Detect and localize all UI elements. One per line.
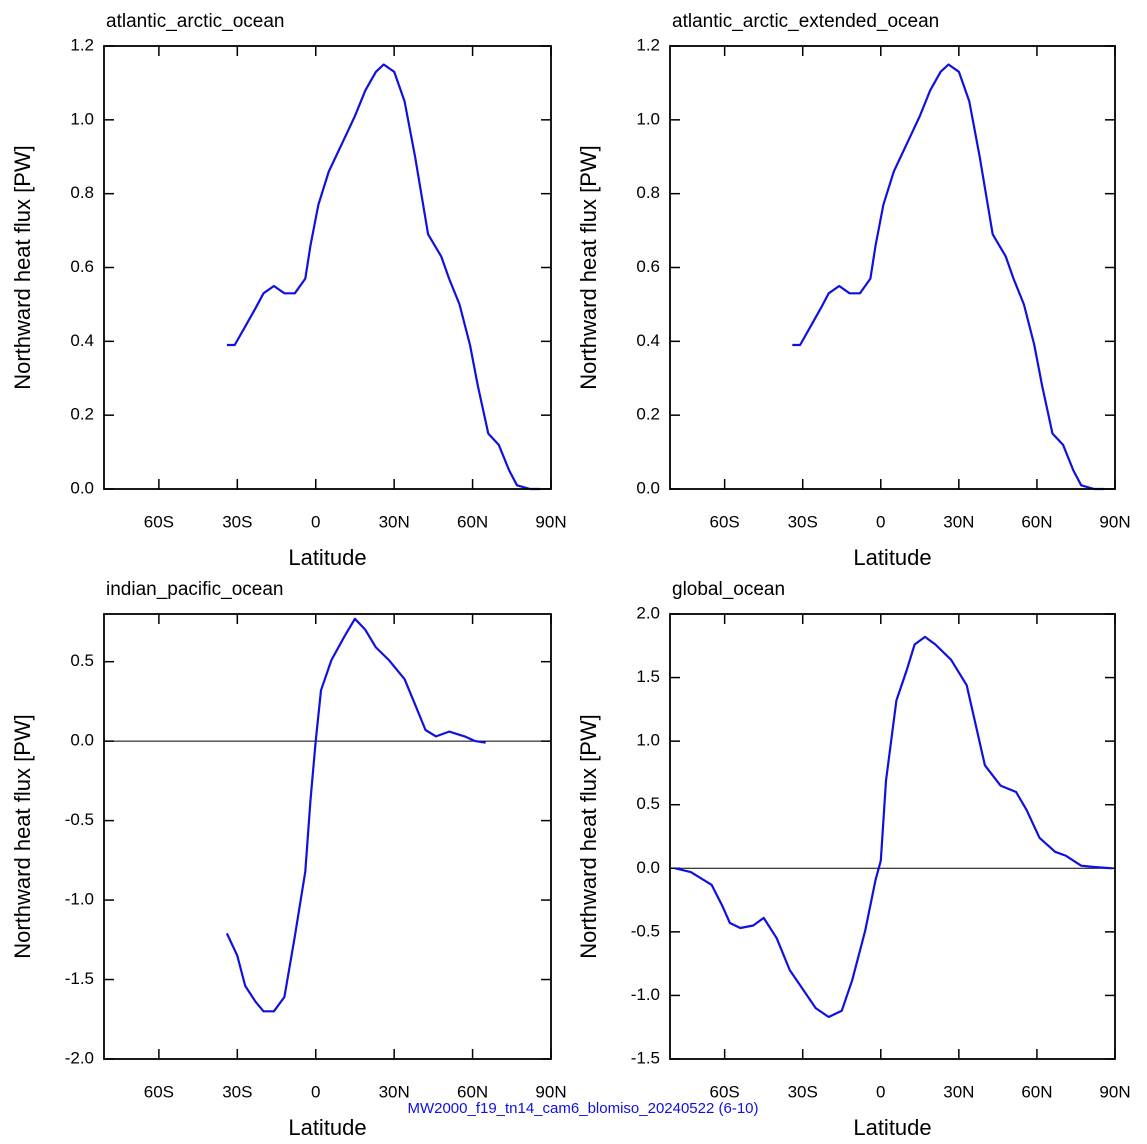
plot-frame <box>103 613 552 1060</box>
x-axis-label: Latitude <box>853 1115 931 1140</box>
y-tick-label: 0.6 <box>70 257 94 276</box>
x-tick-label: 60S <box>144 1082 174 1101</box>
y-tick-label: 0.4 <box>70 331 94 350</box>
x-tick-label: 0 <box>311 1082 320 1101</box>
x-tick-label: 30S <box>222 512 252 531</box>
y-tick-label: -0.5 <box>631 921 660 940</box>
x-tick-label: 60N <box>1021 1082 1052 1101</box>
y-tick-label: -1.5 <box>65 969 94 988</box>
y-tick-label: 0.0 <box>70 731 94 750</box>
panel-title: global_ocean <box>672 579 785 600</box>
y-tick-label: 0.0 <box>636 478 660 497</box>
y-tick-label: 0.2 <box>636 405 660 424</box>
y-tick-label: 1.2 <box>70 35 94 54</box>
x-tick-label: 0 <box>876 512 885 531</box>
y-axis-label: Northward heat flux [PW] <box>10 145 35 390</box>
x-tick-label: 30N <box>943 512 974 531</box>
x-tick-label: 90N <box>1099 512 1130 531</box>
x-tick-label: 90N <box>535 1082 566 1101</box>
data-line <box>674 635 1113 1019</box>
y-tick-label: 0.4 <box>636 331 660 350</box>
plot-frame <box>669 45 1116 490</box>
plot-frame <box>669 613 1116 1060</box>
x-tick-label: 90N <box>1099 1082 1130 1101</box>
y-tick-label: 0.2 <box>70 405 94 424</box>
x-tick-label: 90N <box>535 512 566 531</box>
y-tick-label: 0.0 <box>70 478 94 497</box>
y-axis-label: Northward heat flux [PW] <box>10 714 35 959</box>
plot-frame <box>103 45 552 490</box>
y-tick-label: -1.0 <box>65 890 94 909</box>
x-tick-label: 30S <box>222 1082 252 1101</box>
y-tick-label: 0.6 <box>636 257 660 276</box>
x-tick-label: 0 <box>311 512 320 531</box>
panel-title: atlantic_arctic_extended_ocean <box>672 11 939 32</box>
x-axis-label: Latitude <box>288 545 366 570</box>
y-tick-label: 1.0 <box>70 109 94 128</box>
data-line <box>225 617 486 1013</box>
x-tick-label: 60S <box>144 512 174 531</box>
x-tick-label: 60N <box>457 512 488 531</box>
y-tick-label: 1.2 <box>636 35 660 54</box>
y-axis-label: Northward heat flux [PW] <box>576 145 601 390</box>
y-tick-label: -1.5 <box>631 1048 660 1067</box>
x-tick-label: 60S <box>710 1082 740 1101</box>
x-tick-label: 60N <box>457 1082 488 1101</box>
data-line <box>792 63 1105 491</box>
x-tick-label: 30S <box>788 1082 818 1101</box>
y-tick-label: -0.5 <box>65 810 94 829</box>
y-tick-label: 0.8 <box>70 183 94 202</box>
x-tick-label: 30N <box>943 1082 974 1101</box>
y-tick-label: 0.5 <box>70 651 94 670</box>
y-axis-label: Northward heat flux [PW] <box>576 714 601 959</box>
x-axis-label: Latitude <box>853 545 931 570</box>
y-tick-label: 0.5 <box>636 794 660 813</box>
y-tick-label: 1.0 <box>636 109 660 128</box>
y-tick-label: 2.0 <box>636 603 660 622</box>
x-tick-label: 30N <box>379 1082 410 1101</box>
x-tick-label: 30N <box>379 512 410 531</box>
y-tick-label: 0.8 <box>636 183 660 202</box>
x-tick-label: 0 <box>876 1082 885 1101</box>
y-tick-label: 1.5 <box>636 667 660 686</box>
y-tick-label: 0.0 <box>636 858 660 877</box>
footer: MW2000_f19_tn14_cam6_blomiso_20240522 (6… <box>407 1100 758 1117</box>
x-axis-label: Latitude <box>288 1115 366 1140</box>
y-tick-label: -2.0 <box>65 1048 94 1067</box>
data-line <box>226 63 541 491</box>
x-tick-label: 30S <box>788 512 818 531</box>
panel-title: indian_pacific_ocean <box>106 579 283 600</box>
x-tick-label: 60N <box>1021 512 1052 531</box>
x-tick-label: 60S <box>710 512 740 531</box>
y-tick-label: 1.0 <box>636 731 660 750</box>
panel-title: atlantic_arctic_ocean <box>106 11 285 32</box>
y-tick-label: -1.0 <box>631 985 660 1004</box>
